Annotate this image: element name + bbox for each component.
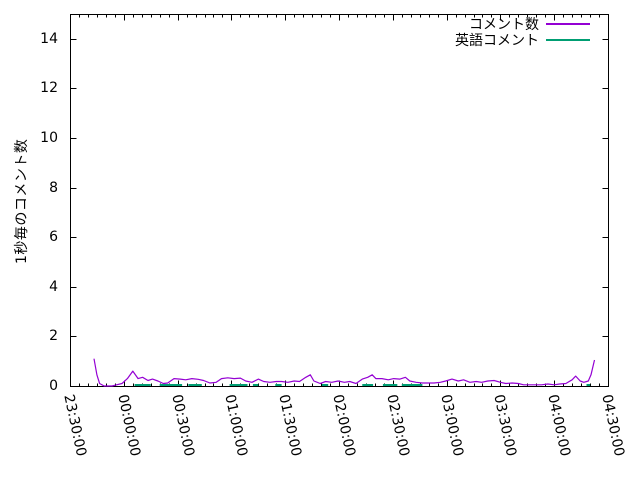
legend-label-english: 英語コメント <box>455 33 539 49</box>
legend: コメント数 英語コメント <box>455 16 590 49</box>
series-line-comments <box>93 358 596 387</box>
legend-line-english <box>546 39 590 41</box>
y-tick-label: 6 <box>49 229 58 246</box>
y-tick-label: 2 <box>49 328 58 345</box>
y-tick-label: 0 <box>49 378 58 394</box>
legend-line-comments <box>546 23 590 25</box>
plot-border <box>70 14 609 387</box>
y-tick-label: 10 <box>40 130 58 146</box>
y-tick-label: 12 <box>40 80 58 97</box>
y-tick-label: 14 <box>40 30 58 47</box>
y-tick-label: 8 <box>49 179 58 196</box>
y-tick-label: 4 <box>49 278 58 295</box>
legend-label-comments: コメント数 <box>469 17 539 33</box>
legend-row-comments: コメント数 <box>455 16 590 33</box>
legend-row-english: 英語コメント <box>455 32 590 49</box>
